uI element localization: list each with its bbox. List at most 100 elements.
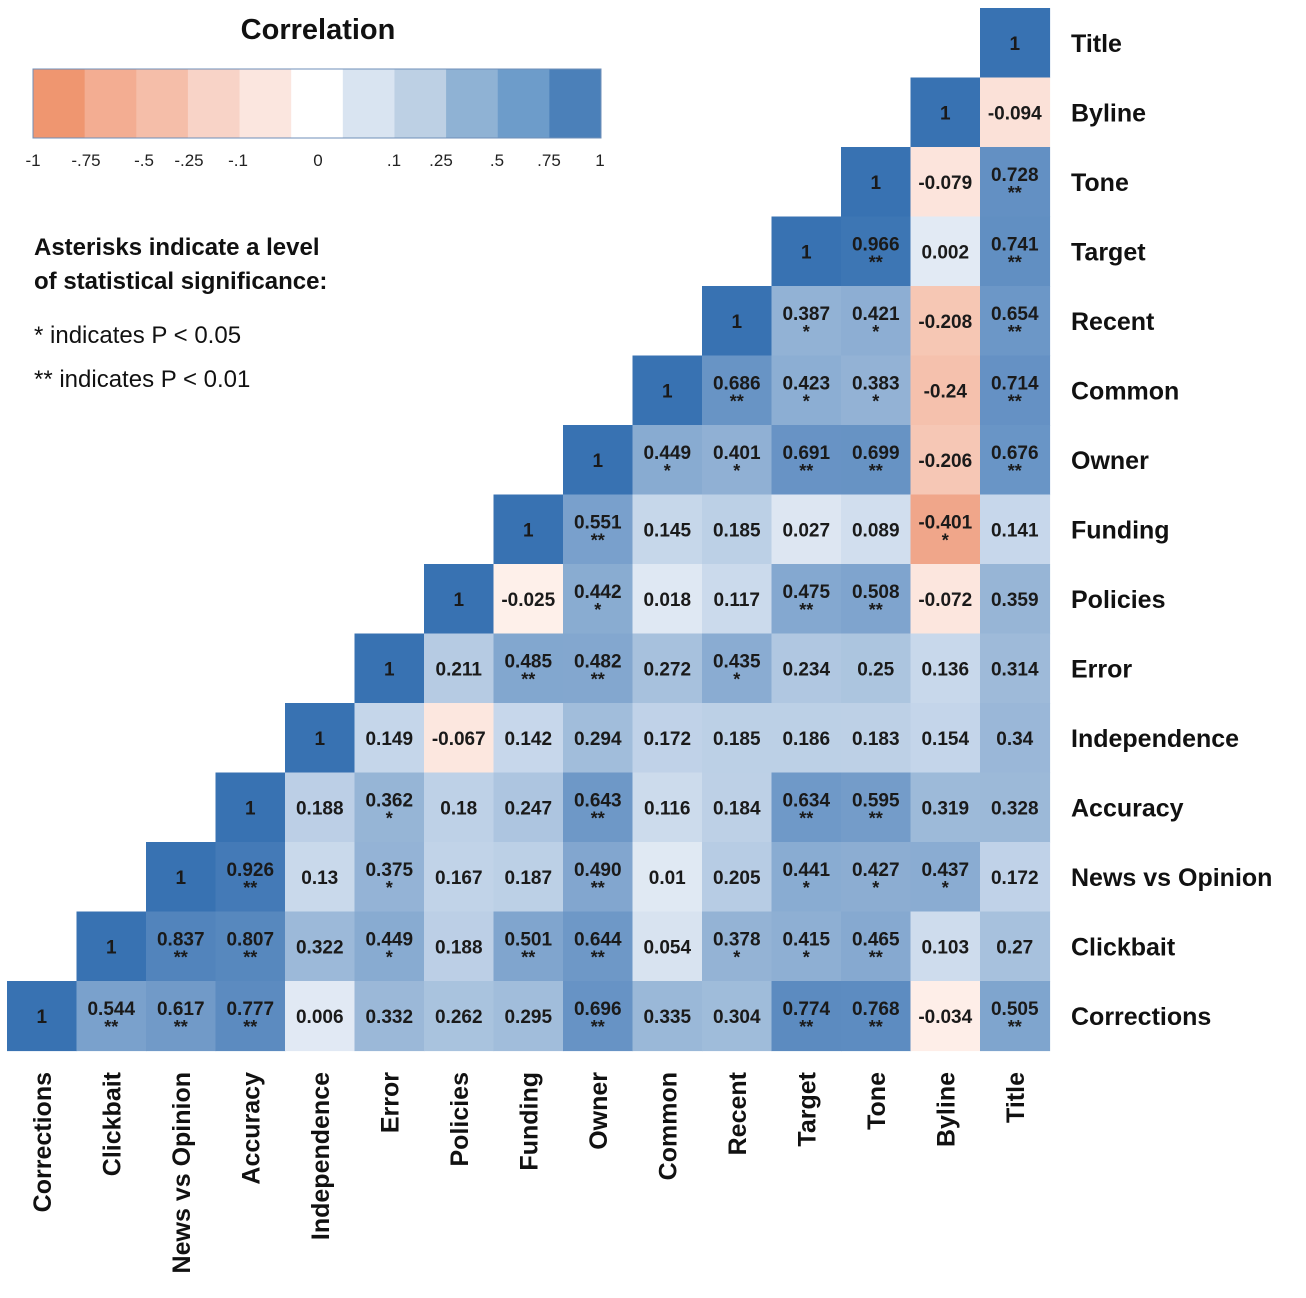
column-label-news-vs-opinion: News vs Opinion bbox=[168, 1072, 196, 1273]
legend-swatch-0 bbox=[33, 69, 86, 138]
heatmap-cell bbox=[493, 564, 564, 635]
legend-swatch-7 bbox=[394, 69, 447, 138]
cell-value-label: 0.441 bbox=[782, 860, 830, 881]
cell-significance-marker: ** bbox=[521, 670, 535, 690]
legend-swatch-8 bbox=[446, 69, 499, 138]
cell-value-label: 0.272 bbox=[643, 660, 691, 681]
row-label-independence: Independence bbox=[1071, 725, 1239, 753]
heatmap-cell bbox=[980, 216, 1051, 287]
heatmap-cell bbox=[980, 703, 1051, 774]
cell-value-label: 0.188 bbox=[296, 799, 344, 820]
heatmap-cell bbox=[632, 564, 703, 635]
cell-significance-marker: ** bbox=[1008, 1017, 1022, 1037]
row-label-funding: Funding bbox=[1071, 516, 1170, 544]
row-label-policies: Policies bbox=[1071, 586, 1166, 614]
heatmap-cell bbox=[632, 772, 703, 843]
cell-value-label: 0.295 bbox=[504, 1007, 552, 1028]
heatmap-cell bbox=[424, 564, 495, 635]
cell-value-label: 0.359 bbox=[991, 590, 1039, 611]
cell-value-label: 0.002 bbox=[921, 243, 969, 264]
cell-value-label: -0.208 bbox=[918, 312, 972, 333]
column-label-policies: Policies bbox=[446, 1072, 474, 1167]
cell-significance-marker: ** bbox=[243, 948, 257, 968]
heatmap-cell bbox=[146, 981, 217, 1052]
heatmap-cell bbox=[771, 564, 842, 635]
cell-value-label: 0.304 bbox=[713, 1007, 761, 1028]
cell-value-label: 0.172 bbox=[643, 729, 691, 750]
cell-value-label: 0.154 bbox=[921, 729, 969, 750]
cell-value-label: 1 bbox=[523, 521, 534, 542]
cell-value-label: 0.643 bbox=[574, 791, 622, 812]
cell-significance-marker: ** bbox=[591, 809, 605, 829]
heatmap-cell bbox=[771, 286, 842, 357]
heatmap-cell bbox=[702, 355, 773, 426]
heatmap-cell bbox=[563, 633, 634, 704]
cell-value-label: 0.686 bbox=[713, 374, 761, 395]
legend-tick-label: -.1 bbox=[228, 151, 248, 170]
heatmap-cell bbox=[354, 772, 425, 843]
heatmap-cell bbox=[563, 703, 634, 774]
row-label-title: Title bbox=[1071, 30, 1122, 58]
heatmap-cell bbox=[980, 355, 1051, 426]
cell-value-label: 1 bbox=[592, 451, 603, 472]
heatmap-cell bbox=[841, 633, 912, 704]
heatmap-cell bbox=[910, 286, 981, 357]
row-label-common: Common bbox=[1071, 377, 1179, 405]
heatmap-cell bbox=[632, 633, 703, 704]
legend-swatch-4 bbox=[239, 69, 292, 138]
heatmap-cell bbox=[632, 425, 703, 496]
cell-value-label: 0.328 bbox=[991, 799, 1039, 820]
heatmap-cell bbox=[841, 147, 912, 218]
cell-significance-marker: ** bbox=[799, 809, 813, 829]
cell-value-label: 0.136 bbox=[921, 660, 969, 681]
legend-swatch-1 bbox=[84, 69, 137, 138]
legend-tick-label: .5 bbox=[490, 151, 504, 170]
heatmap-cell bbox=[841, 355, 912, 426]
cell-significance-marker: * bbox=[664, 461, 671, 481]
heatmap-cell bbox=[493, 981, 564, 1052]
significance-note-title-line-2: of statistical significance: bbox=[34, 268, 328, 295]
heatmap-cell bbox=[980, 8, 1051, 79]
heatmap-cell bbox=[910, 216, 981, 287]
heatmap-cell bbox=[702, 772, 773, 843]
cell-value-label: 0.247 bbox=[504, 799, 552, 820]
column-label-corrections: Corrections bbox=[29, 1072, 57, 1212]
significance-note-single-asterisk: * indicates P < 0.05 bbox=[34, 322, 242, 349]
cell-significance-marker: ** bbox=[799, 1017, 813, 1037]
cell-value-label: 0.966 bbox=[852, 235, 900, 256]
cell-value-label: 0.18 bbox=[440, 799, 477, 820]
heatmap-cell bbox=[146, 911, 217, 982]
cell-value-label: 0.714 bbox=[991, 374, 1039, 395]
heatmap-cell bbox=[76, 981, 147, 1052]
heatmap-cell bbox=[771, 772, 842, 843]
cell-value-label: 0.676 bbox=[991, 443, 1039, 464]
cell-significance-marker: * bbox=[872, 878, 879, 898]
legend-swatch-9 bbox=[497, 69, 550, 138]
legend-tick-label: .1 bbox=[387, 151, 401, 170]
heatmap-cell bbox=[493, 772, 564, 843]
cell-value-label: 0.172 bbox=[991, 868, 1039, 889]
heatmap-cell bbox=[563, 425, 634, 496]
column-label-independence: Independence bbox=[307, 1072, 335, 1240]
heatmap-cell bbox=[841, 216, 912, 287]
cell-value-label: 0.186 bbox=[782, 729, 830, 750]
cell-value-label: 0.699 bbox=[852, 443, 900, 464]
cell-value-label: -0.401 bbox=[918, 513, 972, 534]
heatmap-cell bbox=[910, 77, 981, 148]
heatmap-cell bbox=[632, 703, 703, 774]
heatmap-cell bbox=[493, 911, 564, 982]
cell-significance-marker: ** bbox=[591, 531, 605, 551]
cell-significance-marker: * bbox=[942, 878, 949, 898]
cell-value-label: 0.116 bbox=[644, 799, 691, 820]
column-label-recent: Recent bbox=[724, 1071, 752, 1155]
cell-value-label: 0.01 bbox=[649, 868, 686, 889]
heatmap-cell bbox=[563, 494, 634, 565]
heatmap-cell bbox=[563, 842, 634, 913]
heatmap-cell bbox=[632, 842, 703, 913]
heatmap-cell bbox=[285, 981, 356, 1052]
cell-value-label: 1 bbox=[870, 173, 881, 194]
heatmap-cell bbox=[980, 425, 1051, 496]
cell-value-label: 0.167 bbox=[435, 868, 483, 889]
cell-significance-marker: * bbox=[872, 322, 879, 342]
cell-value-label: 0.421 bbox=[852, 304, 900, 325]
